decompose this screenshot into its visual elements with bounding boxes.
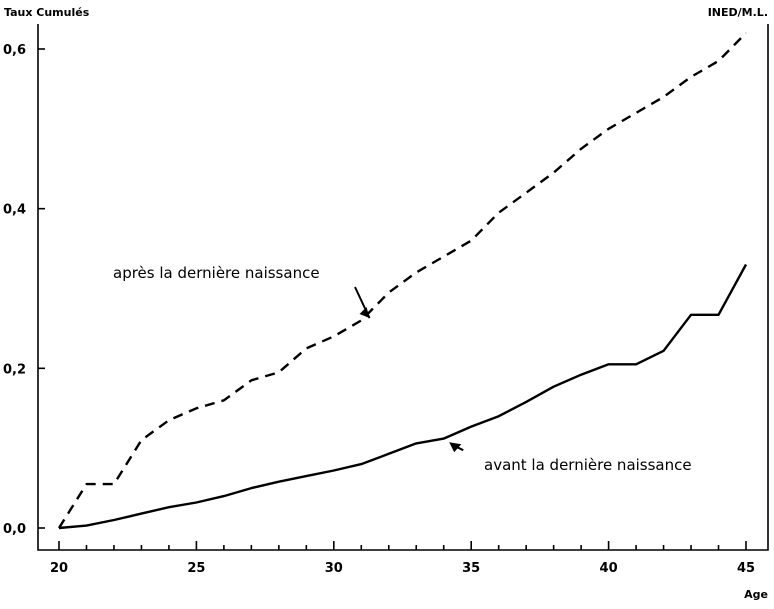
series-line-avant (58, 263, 748, 530)
x-tick-label: 45 (737, 561, 755, 576)
y-tick-label: 0,2 (3, 362, 26, 377)
arrow-head-apres (359, 307, 370, 319)
annotation-arrow-avant (454, 445, 464, 452)
x-axis-title: Age (744, 588, 768, 601)
axes: 0,0 0,2 0,4 0,6 20 25 30 35 40 45 (3, 24, 769, 576)
annotation-avant: avant la dernière naissance (484, 456, 692, 474)
y-tick-label: 0,4 (3, 203, 26, 218)
annotation-apres: après la dernière naissance (113, 264, 320, 282)
y-tick-label: 0,0 (3, 522, 26, 537)
x-tick-label: 40 (600, 561, 618, 576)
y-tick-label: 0,6 (3, 43, 26, 58)
x-tick-label: 35 (462, 561, 480, 576)
x-tick-label: 20 (50, 561, 68, 576)
annotations: après la dernière naissance avant la der… (113, 264, 692, 474)
series-layer (57, 32, 748, 530)
x-tick-label: 25 (187, 561, 205, 576)
credit-label: INED/M.L. (708, 6, 768, 19)
x-axis-ticks: 20 25 30 35 40 45 (50, 541, 755, 576)
x-tick-label: 30 (325, 561, 343, 576)
axis-frame (37, 24, 769, 551)
y-axis-ticks: 0,0 0,2 0,4 0,6 (3, 43, 45, 537)
series-line-apres (57, 32, 747, 529)
y-axis-title: Taux Cumulés (4, 6, 90, 19)
